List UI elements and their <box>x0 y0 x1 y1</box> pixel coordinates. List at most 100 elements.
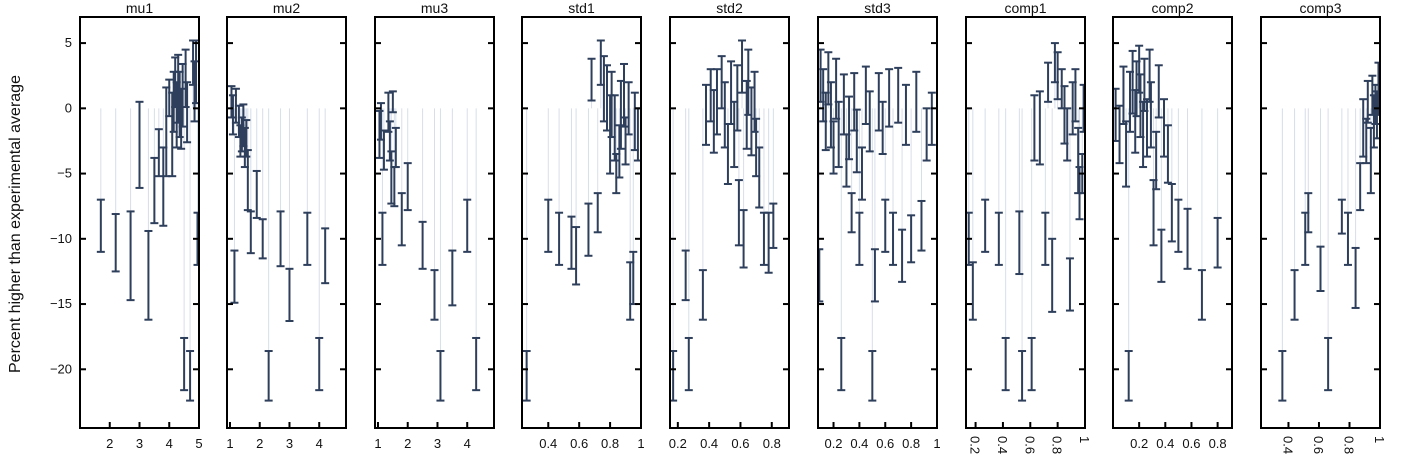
x-tick-label: 2 <box>404 436 411 451</box>
error-bar <box>384 91 393 133</box>
x-tick-label: 0.2 <box>968 436 983 454</box>
panel-title: mu1 <box>126 0 153 16</box>
error-bar <box>1174 198 1183 253</box>
error-bar <box>448 249 457 307</box>
error-bar <box>739 209 748 269</box>
error-bar <box>917 199 926 252</box>
error-bar <box>403 162 412 212</box>
x-tick-label: 1 <box>637 436 644 451</box>
error-bar <box>1337 198 1346 235</box>
error-bar <box>870 248 879 303</box>
panel-frame <box>669 16 790 429</box>
error-bar <box>829 120 838 175</box>
error-bar <box>522 350 531 402</box>
error-bar <box>1044 61 1053 103</box>
error-bar <box>681 249 690 302</box>
panel-mu2: 1 2 3 4 mu2 <box>226 0 347 451</box>
x-tick-label: 0.6 <box>1311 436 1326 454</box>
panel-frame <box>1112 16 1233 429</box>
x-tick-label: 0.8 <box>601 436 619 451</box>
error-bar <box>315 336 324 392</box>
x-tick-label: 0.8 <box>902 436 920 451</box>
error-bar <box>252 169 261 219</box>
error-bar <box>764 211 773 274</box>
error-bar <box>1115 104 1124 165</box>
y-tick-label: 0 <box>65 100 72 115</box>
panel-frame <box>226 16 347 429</box>
panel-title: comp2 <box>1151 0 1193 16</box>
error-bar <box>624 81 633 136</box>
error-bar <box>738 39 747 94</box>
plot-area <box>1278 61 1380 402</box>
x-tick-label: 0.8 <box>1209 436 1227 451</box>
error-bar <box>1324 336 1333 392</box>
error-bar <box>1213 216 1222 269</box>
error-bar <box>1018 350 1027 402</box>
plot-area <box>1113 44 1222 402</box>
plot-area <box>522 39 641 402</box>
x-tick-label: 1 <box>933 436 940 451</box>
error-bar <box>388 90 397 114</box>
error-bar <box>135 100 144 189</box>
x-tick-label: 0.8 <box>763 436 781 451</box>
error-bar <box>922 107 931 162</box>
error-bar <box>847 192 856 234</box>
x-tick-label: 4 <box>166 436 173 451</box>
error-bar <box>375 109 384 159</box>
error-bar <box>230 249 239 304</box>
x-tick-label: 0.4 <box>700 436 718 451</box>
x-tick-label: 1 <box>1372 436 1387 443</box>
y-tick-label: 5 <box>65 35 72 50</box>
x-tick-label: 2 <box>256 436 263 451</box>
error-bar <box>276 210 285 268</box>
x-tick-label: 0.2 <box>824 436 842 451</box>
error-bar <box>227 85 236 119</box>
error-bar <box>285 267 294 323</box>
error-bar <box>898 228 907 283</box>
error-bar <box>572 226 581 286</box>
plot-area <box>818 48 936 402</box>
error-bar <box>889 211 898 266</box>
error-bar <box>881 198 890 253</box>
panel-title: mu3 <box>421 0 448 16</box>
error-bar <box>154 128 163 178</box>
error-bar <box>183 81 192 144</box>
error-bar <box>1304 192 1313 234</box>
error-bar <box>837 336 846 392</box>
panels-group: 5 0 −5 −10 −15 −20 2 3 4 5 mu1 1 2 3 4 mu2 1 2 3 4 mu3 0.4 0.6… <box>50 0 1387 454</box>
error-bar <box>1163 124 1172 184</box>
error-bar <box>190 60 199 123</box>
error-bar <box>734 179 743 247</box>
error-bar <box>818 248 824 303</box>
error-bar <box>1152 130 1161 191</box>
x-tick-label: 0.4 <box>539 436 557 451</box>
error-bar <box>303 211 312 266</box>
error-bar <box>1160 98 1168 158</box>
error-bar <box>1065 257 1074 312</box>
x-tick-label: 0.4 <box>1280 436 1295 454</box>
error-bar <box>1001 336 1010 392</box>
error-bar <box>436 350 445 402</box>
x-tick-label: 0.4 <box>1156 436 1174 451</box>
error-bar <box>852 108 861 174</box>
error-bar <box>878 100 887 155</box>
error-bar <box>733 64 742 132</box>
error-bar <box>378 211 387 266</box>
panel-frame <box>79 16 200 429</box>
error-bar <box>755 146 764 209</box>
error-bar <box>885 68 894 128</box>
error-bar <box>1183 207 1192 270</box>
error-bar <box>861 65 870 125</box>
error-bar <box>1146 81 1155 149</box>
panel-title: mu2 <box>273 0 300 16</box>
x-tick-label: 3 <box>434 436 441 451</box>
panel-std2: 0.2 0.4 0.6 0.8 std2 <box>669 0 790 451</box>
error-bar <box>555 211 564 266</box>
error-bar <box>702 83 711 146</box>
error-bar <box>1351 246 1360 309</box>
error-bar <box>1362 117 1371 165</box>
error-bar <box>246 210 255 255</box>
error-bar <box>1071 68 1080 123</box>
error-bar <box>96 198 105 253</box>
panel-title: comp3 <box>1299 0 1341 16</box>
